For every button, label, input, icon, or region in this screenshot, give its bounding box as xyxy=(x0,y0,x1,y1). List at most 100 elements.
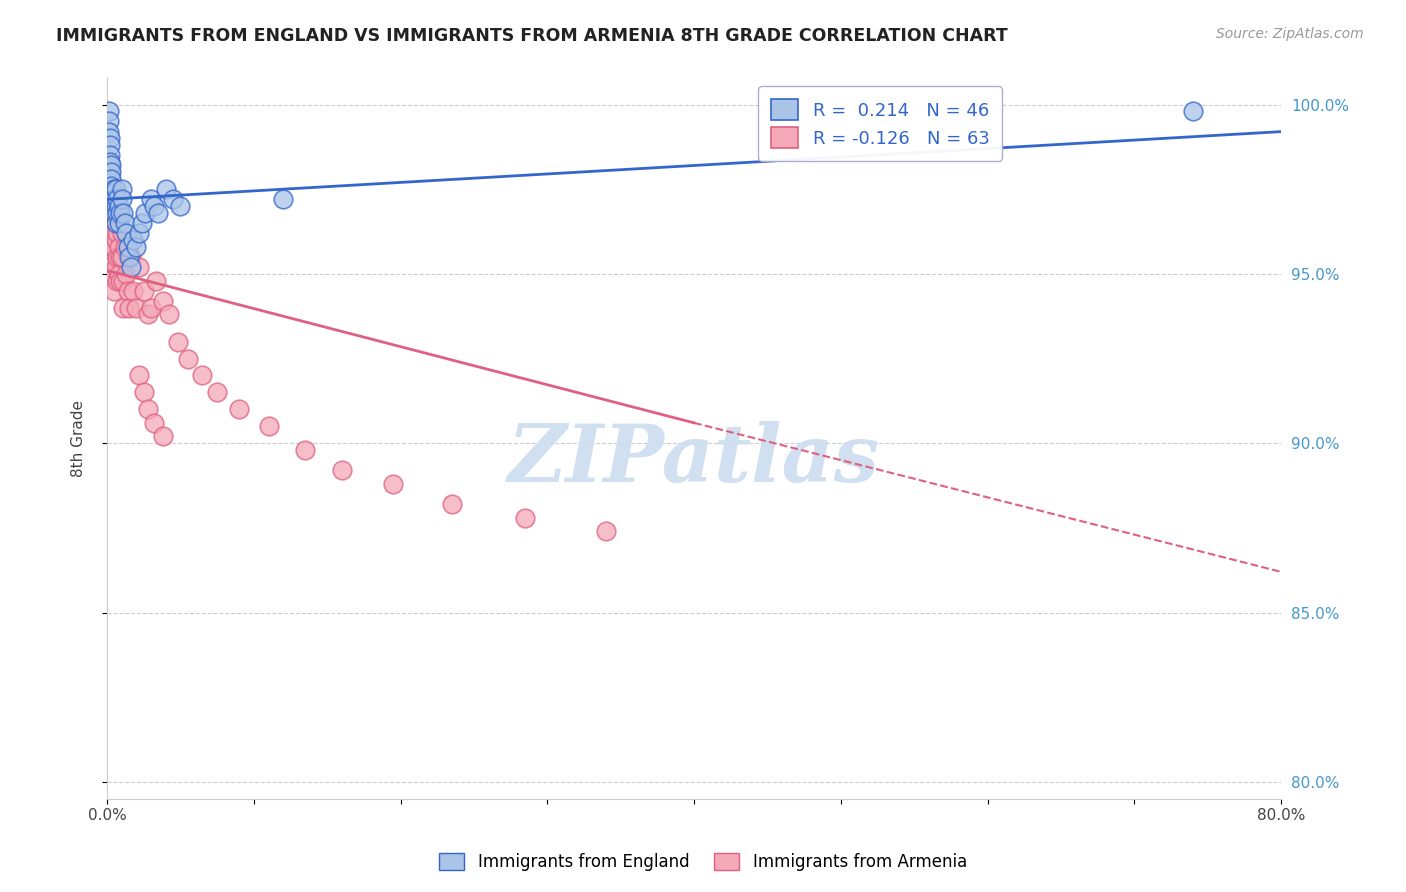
Point xyxy=(103,226,125,240)
Point xyxy=(128,368,150,383)
Point xyxy=(100,159,122,173)
Point xyxy=(103,192,125,206)
Point xyxy=(111,182,134,196)
Point xyxy=(98,155,121,169)
Point xyxy=(112,206,135,220)
Point xyxy=(111,250,134,264)
Point xyxy=(117,284,139,298)
Point xyxy=(115,267,138,281)
Point xyxy=(104,182,127,196)
Point xyxy=(125,301,148,315)
Point xyxy=(108,216,131,230)
Point xyxy=(132,385,155,400)
Point xyxy=(104,260,127,274)
Point xyxy=(115,226,138,240)
Point xyxy=(105,250,128,264)
Point xyxy=(271,192,294,206)
Point xyxy=(103,182,125,196)
Point xyxy=(515,510,537,524)
Point xyxy=(145,274,167,288)
Point xyxy=(228,402,250,417)
Point xyxy=(97,165,120,179)
Point xyxy=(98,199,121,213)
Point xyxy=(128,226,150,240)
Point xyxy=(100,178,122,193)
Y-axis label: 8th Grade: 8th Grade xyxy=(72,400,86,476)
Point xyxy=(110,274,132,288)
Point xyxy=(152,293,174,308)
Point xyxy=(131,216,153,230)
Point xyxy=(103,206,125,220)
Point xyxy=(103,284,125,298)
Point xyxy=(143,199,166,213)
Point xyxy=(100,165,122,179)
Point xyxy=(100,260,122,274)
Text: IMMIGRANTS FROM ENGLAND VS IMMIGRANTS FROM ARMENIA 8TH GRADE CORRELATION CHART: IMMIGRANTS FROM ENGLAND VS IMMIGRANTS FR… xyxy=(56,27,1008,45)
Point xyxy=(595,524,617,539)
Point xyxy=(105,206,128,220)
Point xyxy=(440,497,463,511)
Point xyxy=(108,267,131,281)
Point xyxy=(98,138,121,153)
Point xyxy=(103,192,125,206)
Point xyxy=(104,199,127,213)
Point xyxy=(257,419,280,434)
Point xyxy=(117,240,139,254)
Point xyxy=(139,301,162,315)
Point xyxy=(118,250,141,264)
Text: ZIPatlas: ZIPatlas xyxy=(508,421,880,499)
Point xyxy=(162,192,184,206)
Point xyxy=(136,308,159,322)
Point xyxy=(166,334,188,349)
Point xyxy=(101,186,124,200)
Text: Source: ZipAtlas.com: Source: ZipAtlas.com xyxy=(1216,27,1364,41)
Point xyxy=(111,192,134,206)
Point xyxy=(191,368,214,383)
Point xyxy=(294,442,316,457)
Point xyxy=(97,216,120,230)
Point xyxy=(330,463,353,477)
Point xyxy=(139,192,162,206)
Point xyxy=(169,199,191,213)
Point xyxy=(101,267,124,281)
Point xyxy=(105,192,128,206)
Point xyxy=(120,260,142,274)
Point xyxy=(112,274,135,288)
Point xyxy=(101,192,124,206)
Point xyxy=(103,240,125,254)
Point xyxy=(98,240,121,254)
Point xyxy=(122,284,145,298)
Point xyxy=(148,206,170,220)
Point xyxy=(97,114,120,128)
Point xyxy=(143,416,166,430)
Point xyxy=(125,240,148,254)
Point xyxy=(152,429,174,443)
Point xyxy=(98,172,121,186)
Point xyxy=(136,402,159,417)
Point xyxy=(97,125,120,139)
Point xyxy=(104,216,127,230)
Point xyxy=(97,192,120,206)
Point xyxy=(132,284,155,298)
Point xyxy=(104,233,127,247)
Point xyxy=(108,199,131,213)
Point xyxy=(128,260,150,274)
Point xyxy=(100,206,122,220)
Point xyxy=(98,148,121,162)
Point xyxy=(122,233,145,247)
Point xyxy=(105,226,128,240)
Point xyxy=(114,216,136,230)
Point xyxy=(114,240,136,254)
Point xyxy=(108,240,131,254)
Point xyxy=(177,351,200,366)
Point xyxy=(105,274,128,288)
Point xyxy=(110,206,132,220)
Point xyxy=(111,226,134,240)
Point xyxy=(100,233,122,247)
Point xyxy=(100,172,122,186)
Point xyxy=(100,182,122,196)
Legend: R =  0.214   N = 46, R = -0.126   N = 63: R = 0.214 N = 46, R = -0.126 N = 63 xyxy=(758,87,1002,161)
Point xyxy=(97,104,120,119)
Point xyxy=(118,301,141,315)
Point xyxy=(112,301,135,315)
